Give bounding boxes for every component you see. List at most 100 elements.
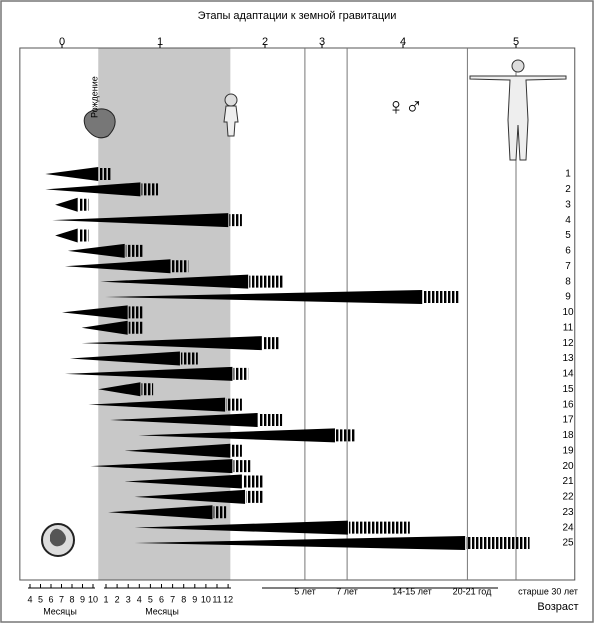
month-label: 9 (80, 594, 85, 604)
fetus-icon (83, 108, 116, 139)
wedge (110, 413, 258, 427)
hatched-bar (171, 260, 189, 273)
wedge (134, 520, 348, 535)
wedge (124, 443, 231, 458)
row-label: 5 (565, 230, 571, 241)
month-label: 3 (126, 594, 131, 604)
wedge (62, 305, 128, 320)
row-label: 7 (565, 261, 571, 272)
month-label: 2 (115, 594, 120, 604)
hatched-bar (141, 183, 159, 196)
plot-frame (19, 47, 576, 581)
hatched-bar (246, 490, 264, 503)
row-label: 4 (565, 215, 571, 226)
hatched-bar (226, 398, 242, 411)
wedge (90, 459, 233, 474)
age-label: 5 лет (294, 586, 316, 596)
row-label: 13 (562, 353, 574, 364)
wedge (88, 397, 226, 412)
hatched-bar (233, 367, 249, 380)
row-label: 21 (562, 476, 574, 487)
wedge (108, 505, 213, 520)
x-tick-label: 2 (262, 36, 268, 48)
hatched-bar (262, 337, 280, 350)
age-axis-label: Возраст (537, 601, 578, 613)
man-body (469, 75, 567, 161)
hatched-bar (249, 275, 284, 288)
wedge (81, 320, 128, 335)
row-label: 24 (562, 522, 574, 533)
hatched-bar (141, 383, 154, 396)
row-label: 15 (562, 384, 574, 395)
month-label: 5 (38, 594, 43, 604)
wedge (138, 428, 335, 443)
row-label: 3 (565, 199, 571, 210)
row-label: 17 (562, 415, 574, 426)
row-label: 6 (565, 246, 571, 257)
baby-head (224, 93, 238, 107)
x-tick-label: 4 (400, 36, 406, 48)
wedge (81, 336, 262, 351)
x-tick-label: 0 (59, 36, 65, 48)
sex-symbols: ♀♂ (387, 93, 423, 120)
wedge (98, 382, 141, 397)
month-label: 8 (181, 594, 186, 604)
hatched-bar (242, 475, 264, 488)
wedge (45, 167, 99, 181)
month-label: 9 (192, 594, 197, 604)
month-label: 5 (148, 594, 153, 604)
hatched-bar (348, 521, 410, 534)
wedge (45, 182, 141, 197)
age-label: старше 30 лет (518, 586, 578, 596)
chart-title: Этапы адаптации к земной гравитации (198, 10, 397, 22)
row-label: 12 (562, 338, 574, 349)
hatched-bar (229, 214, 242, 227)
row-label: 25 (562, 538, 574, 549)
fetus-inner (50, 528, 66, 547)
hatched-bar (78, 198, 89, 211)
illustrations (41, 59, 567, 557)
x-tick-label: 5 (513, 36, 519, 48)
row-label: 2 (565, 184, 571, 195)
wedge (69, 351, 180, 366)
row-label: 22 (562, 492, 574, 503)
month-label: 6 (48, 594, 53, 604)
wedge (100, 274, 249, 289)
row-label: 16 (562, 399, 574, 410)
hatched-bar (423, 291, 459, 303)
hatched-bar (466, 537, 530, 549)
age-label: 20-21 год (453, 586, 492, 596)
month-label: 12 (223, 594, 233, 604)
wedge (134, 536, 466, 550)
row-label: 10 (562, 307, 574, 318)
x-tick-label: 3 (319, 36, 325, 48)
row-label: 9 (565, 292, 571, 303)
wedge (55, 197, 78, 212)
hatched-bar (258, 414, 283, 426)
wedge (134, 489, 246, 504)
hatched-bar (128, 306, 143, 319)
wedge (67, 243, 125, 258)
month-label: 6 (159, 594, 164, 604)
months-label: Месяцы (43, 606, 77, 616)
month-label: 10 (201, 594, 211, 604)
x-tick-label: 1 (157, 36, 163, 48)
hatched-bar (335, 429, 356, 442)
hatched-bar (128, 321, 143, 334)
month-label: 8 (69, 594, 74, 604)
month-label: 4 (27, 594, 32, 604)
month-label: 7 (59, 594, 64, 604)
age-label: 14-15 лет (392, 586, 432, 596)
birth-label: Рождение (89, 76, 99, 118)
row-label: 1 (565, 169, 571, 180)
row-label: 18 (562, 430, 574, 441)
month-label: 11 (212, 594, 221, 604)
hatched-bar (99, 168, 112, 180)
wedge (64, 259, 171, 274)
months-label: Месяцы (145, 606, 179, 616)
wedge (124, 474, 242, 489)
month-label: 10 (88, 594, 98, 604)
